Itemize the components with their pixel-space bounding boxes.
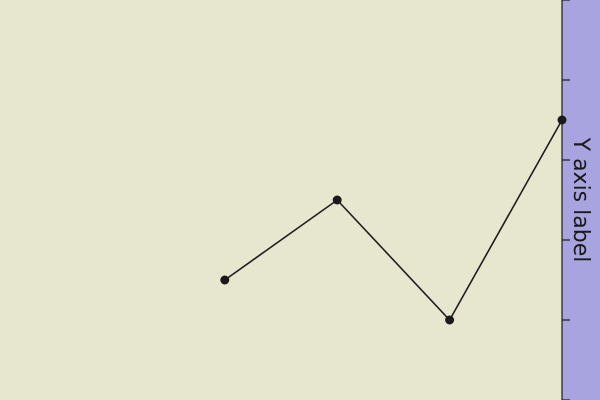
data-point bbox=[445, 316, 454, 325]
data-point bbox=[558, 116, 567, 125]
data-point bbox=[333, 196, 342, 205]
y-axis-label: Y axis label bbox=[568, 137, 593, 263]
data-point bbox=[220, 276, 229, 285]
plot-area bbox=[0, 0, 562, 400]
